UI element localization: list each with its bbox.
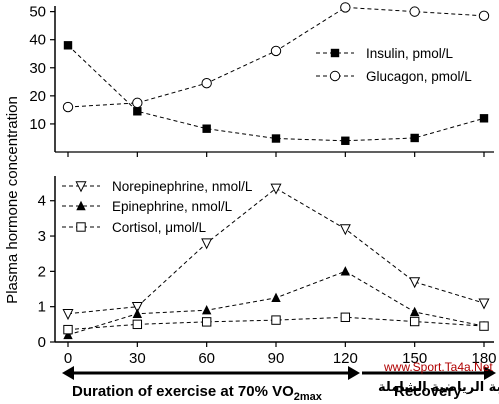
data-point xyxy=(340,2,351,13)
series-line xyxy=(67,270,485,336)
legend-label: Cortisol, μmol/L xyxy=(112,220,207,235)
data-point xyxy=(410,133,419,143)
y-tick-label: 1 xyxy=(38,299,46,316)
data-point xyxy=(132,308,143,318)
x-axis-label-subscript: 2max xyxy=(294,391,323,403)
data-point xyxy=(339,224,351,236)
data-point xyxy=(131,301,143,313)
watermark-url: www.Sport.Ta4a.Net xyxy=(383,360,493,374)
x-axis-label: Duration of exercise at 70% VO2max xyxy=(72,383,323,403)
data-point xyxy=(478,298,490,310)
data-point xyxy=(409,6,420,17)
legend-label: Norepinephrine, nmol/L xyxy=(112,179,253,194)
x-tick-label: 30 xyxy=(129,350,146,367)
x-axis-label-main: Duration of exercise at 70% VO xyxy=(72,383,294,400)
bottom-panel: 0 1 2 3 4 0 30 60 90 120 150 180 Norepinephrine, nmo… xyxy=(38,176,497,367)
legend-marker xyxy=(75,181,87,193)
data-point xyxy=(409,277,421,289)
legend-marker xyxy=(330,48,340,58)
data-point xyxy=(479,321,489,331)
legend-label: Insulin, pmol/L xyxy=(366,46,454,61)
data-point xyxy=(341,136,350,145)
x-tick-label: 150 xyxy=(402,350,427,367)
y-tick-label: 40 xyxy=(29,32,46,49)
data-point xyxy=(340,312,351,322)
data-point xyxy=(132,97,143,109)
legend-marker xyxy=(329,70,341,82)
y-tick-label: 0 xyxy=(38,334,46,351)
recovery-arrow-right-head xyxy=(484,366,496,380)
data-point xyxy=(63,41,73,50)
legend-marker xyxy=(76,222,86,232)
legend-label: Glucagon, pmol/L xyxy=(366,69,472,84)
data-point xyxy=(340,266,351,276)
y-tick-label: 30 xyxy=(29,60,46,77)
exercise-arrow-right-head xyxy=(348,366,360,380)
data-point xyxy=(271,292,281,303)
data-point xyxy=(201,78,212,89)
data-point xyxy=(479,114,489,123)
y-tick-label: 20 xyxy=(29,88,46,105)
exercise-arrow-left-head xyxy=(62,366,74,380)
y-tick-label: 50 xyxy=(29,4,46,21)
legend-marker xyxy=(76,200,86,211)
y-tick-label: 10 xyxy=(29,116,46,133)
x-tick-label: 0 xyxy=(64,350,72,367)
data-point xyxy=(409,316,420,327)
data-point xyxy=(478,10,490,22)
data-point xyxy=(63,324,73,335)
data-point xyxy=(133,107,142,116)
data-point xyxy=(132,319,143,330)
data-point xyxy=(62,309,74,321)
x-axis-caption: Duration of exercise at 70% VO2max Recov… xyxy=(62,366,496,403)
data-point xyxy=(271,134,281,143)
data-point xyxy=(62,101,74,113)
top-panel: 10 20 30 40 50 Insulin, pmol/L Glucagon, pmol/… xyxy=(29,2,494,157)
data-point xyxy=(201,317,212,327)
y-tick-label: 3 xyxy=(38,228,46,245)
legend-label: Epinephrine, nmol/L xyxy=(112,199,233,214)
x-tick-label: 180 xyxy=(471,350,496,367)
recovery-label: Recovery xyxy=(394,383,462,400)
y-axis-label: Plasma hormone concentration xyxy=(4,96,21,304)
y-tick-label: 4 xyxy=(38,193,46,210)
data-point xyxy=(201,238,213,250)
data-point xyxy=(270,45,282,57)
data-point xyxy=(271,315,281,325)
data-point xyxy=(202,124,211,133)
data-point xyxy=(201,305,212,315)
x-tick-label: 120 xyxy=(333,350,358,367)
data-point xyxy=(270,183,282,195)
x-tick-label: 90 xyxy=(268,350,285,367)
x-tick-label: 60 xyxy=(198,350,215,367)
data-point xyxy=(409,306,420,317)
watermark-arabic: المكتبة الرياضية الشاملة xyxy=(378,380,499,395)
data-point xyxy=(63,329,73,340)
y-tick-label: 2 xyxy=(38,263,46,280)
